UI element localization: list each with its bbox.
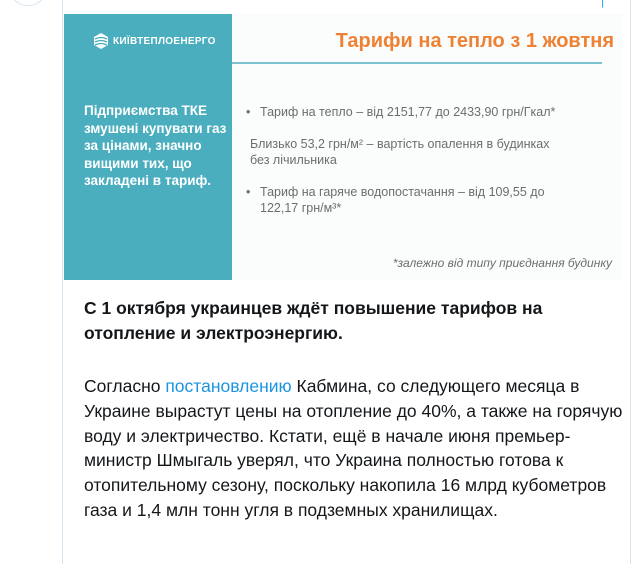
bullet-hot-water-tariff: • Тариф на гаряче водопостачання – від 10… [246, 185, 545, 215]
logo-icon [94, 33, 108, 49]
article-lead: С 1 октября украинцев ждёт повышение тар… [84, 298, 543, 343]
divider [232, 62, 602, 64]
side-panel: КИЇВТЕПЛОЕНЕРГО Підприємства ТКЕ змушені… [64, 14, 232, 280]
article-body: Согласно постановлению Кабмина, со следу… [84, 376, 623, 520]
bullet-heat-tariff: • Тариф на тепло – від 2151,77 до 2433,90… [246, 105, 556, 119]
side-text: Підприємства ТКЕ змушені купувати газ за… [84, 103, 227, 188]
slide-title: Тарифи на тепло з 1 жовтня [335, 30, 614, 52]
article-image: КИЇВТЕПЛОЕНЕРГО Підприємства ТКЕ змушені… [64, 14, 622, 280]
divider [62, 0, 63, 564]
logo: КИЇВТЕПЛОЕНЕРГО [92, 32, 216, 50]
divider [630, 0, 631, 564]
footnote: *залежно від типу приєднання будинку [392, 256, 612, 270]
link-fragment[interactable]: | [601, 0, 605, 8]
heating-cost-text: Близько 53,2 грн/м² – вартість опалення … [250, 137, 550, 167]
logo-text: КИЇВТЕПЛОЕНЕРГО [113, 35, 216, 47]
decree-link[interactable]: постановлению [165, 376, 292, 396]
avatar[interactable] [8, 0, 48, 6]
